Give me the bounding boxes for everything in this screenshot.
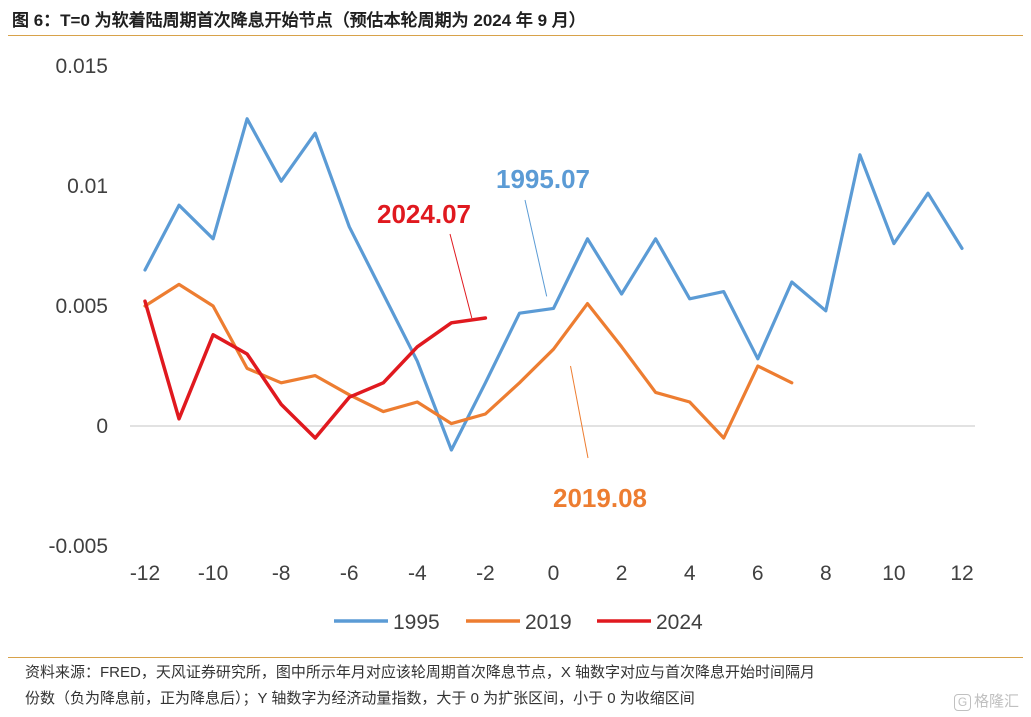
source-note-line-1: 资料来源：FRED，天风证券研究所，图中所示年月对应该轮周期首次降息节点，X 轴…	[25, 664, 816, 681]
legend-label-2019: 2019	[525, 611, 572, 634]
series-line-1995	[143, 117, 964, 452]
y-tick-label: 0	[96, 415, 108, 438]
x-tick-label: -6	[340, 562, 359, 585]
y-tick-label: -0.005	[48, 535, 108, 558]
legend-label-1995: 1995	[393, 611, 440, 634]
y-tick-label: 0.01	[67, 175, 108, 198]
x-tick-label: 8	[820, 562, 832, 585]
series-line-2019	[143, 282, 794, 440]
line-chart: -0.005 0 0.005 0.01 0.015 -12 -10 -8 -6 -4 -2 0 2 4 6 8…	[48, 55, 975, 634]
watermark-logo-icon: G	[953, 694, 971, 711]
x-tick-label: -10	[198, 562, 228, 585]
y-tick-label: 0.005	[55, 295, 108, 318]
series-line-2024	[143, 299, 488, 440]
x-tick-label: -4	[408, 562, 427, 585]
source-note: 资料来源：FRED，天风证券研究所，图中所示年月对应该轮周期首次降息节点，X 轴…	[25, 660, 1000, 712]
annotation-leader-2024.07	[449, 233, 473, 319]
watermark: G 格隆汇	[953, 690, 1019, 711]
watermark-text: 格隆汇	[973, 693, 1019, 710]
title-divider	[8, 35, 1023, 36]
x-tick-label: -2	[476, 562, 495, 585]
annotation-leader-1995.07	[524, 199, 548, 297]
page-title: 图 6：T=0 为软着陆周期首次降息开始节点（预估本轮周期为 2024 年 9 …	[12, 11, 586, 30]
x-tick-label: 12	[950, 562, 973, 585]
x-tick-label: -8	[272, 562, 291, 585]
annotation-leader-2019.08	[570, 365, 589, 459]
annotation-label-1995.07: 1995.07	[496, 164, 590, 194]
legend-label-2024: 2024	[656, 611, 703, 634]
annotation-label-2024.07: 2024.07	[377, 199, 471, 229]
y-tick-label: 0.015	[55, 55, 108, 78]
x-tick-label: 6	[752, 562, 764, 585]
x-tick-label: 4	[684, 562, 696, 585]
x-tick-label: 0	[548, 562, 560, 585]
annotation-label-2019.08: 2019.08	[553, 483, 647, 513]
footer-divider	[8, 657, 1023, 658]
source-note-line-2: 份数（负为降息前，正为降息后）；Y 轴数字为经济动量指数，大于 0 为扩张区间，…	[25, 690, 695, 707]
x-tick-label: 2	[616, 562, 628, 585]
x-tick-label: 10	[882, 562, 905, 585]
x-tick-label: -12	[130, 562, 160, 585]
